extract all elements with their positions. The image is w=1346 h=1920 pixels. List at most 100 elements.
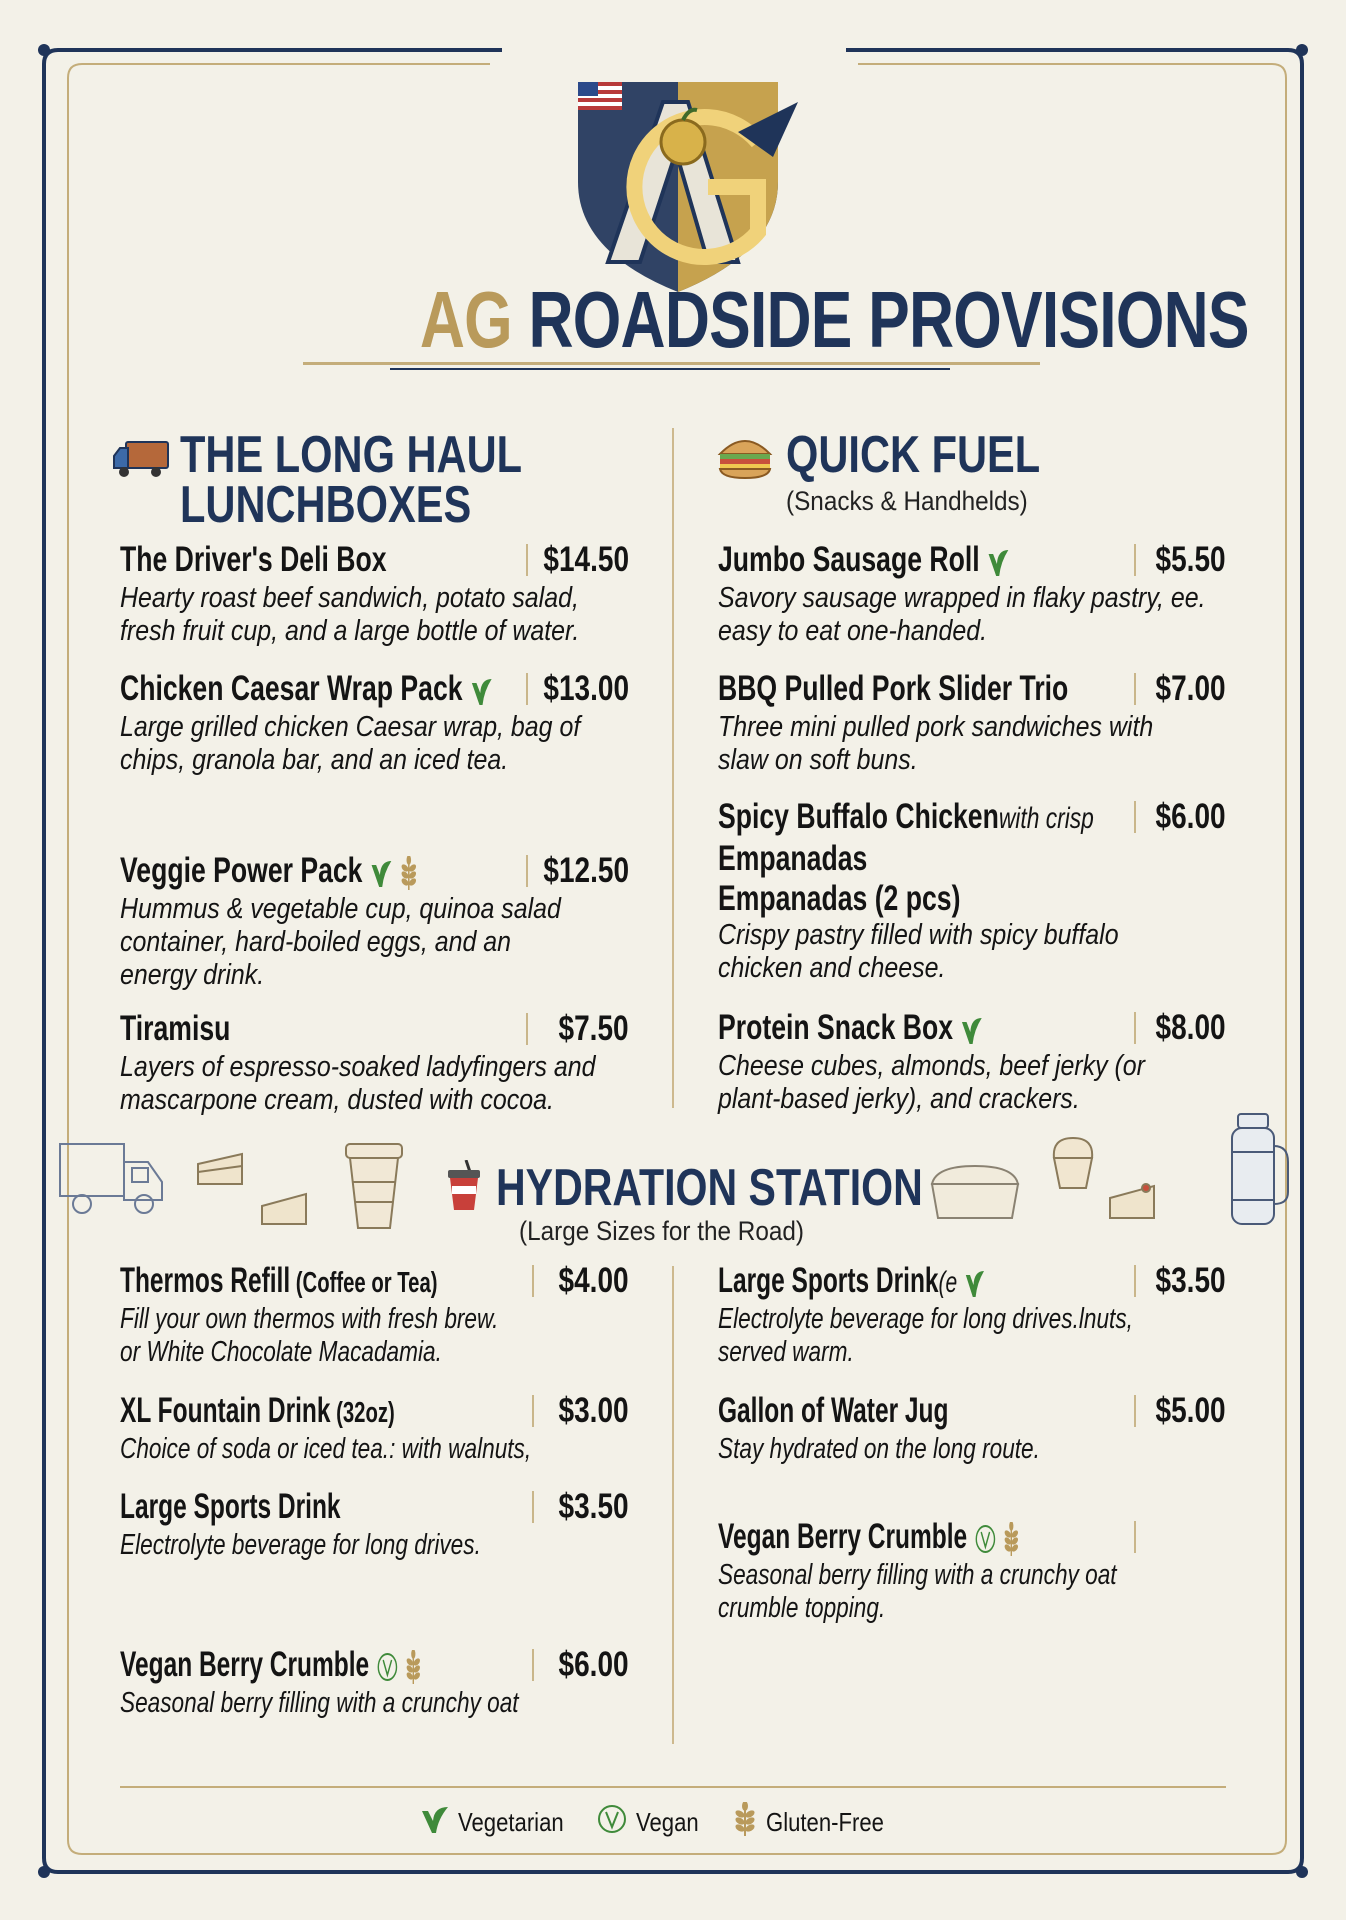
vegan-v-icon xyxy=(596,1803,628,1842)
description-line: chips, granola bar, and an iced tea. xyxy=(120,744,509,776)
truck-doodle-icon xyxy=(58,1138,166,1231)
section-title-hydration: HYDRATION STATION xyxy=(496,1159,923,1217)
menu-item: Jumbo Sausage Roll $5.50 Savory sausage wr… xyxy=(718,538,1226,648)
vegetarian-leaf-icon xyxy=(362,851,392,890)
item-name: The Driver's Deli Box xyxy=(120,540,387,579)
description-line: plant-based jerky), and crackers. xyxy=(718,1083,1080,1115)
price-separator xyxy=(1134,801,1136,833)
item-name: Vegan Berry Crumble xyxy=(718,1517,968,1556)
item-name-overlap-text: with crisp xyxy=(998,802,1094,835)
item-name-group: Vegan Berry Crumble xyxy=(718,1515,1019,1559)
item-price: $3.50 xyxy=(558,1487,629,1526)
description-line: Layers of espresso-soaked ladyfingers an… xyxy=(120,1051,596,1083)
item-description: Electrolyte beverage for long drives.lnu… xyxy=(718,1303,1226,1369)
item-name-group: Thermos Refill (Coffee or Tea) xyxy=(120,1259,438,1305)
section-subtitle-hydration: (Large Sizes for the Road) xyxy=(519,1216,805,1246)
item-name-row: Veggie Power Pack $12.50 xyxy=(120,849,629,893)
price-separator xyxy=(532,1265,534,1297)
item-price: $13.00 xyxy=(543,669,629,708)
item-name-row: Thermos Refill (Coffee or Tea) $4.00 xyxy=(120,1259,629,1303)
menu-item: Tiramisu $7.50 Layers of espresso-soaked l… xyxy=(120,1007,629,1117)
description-line: Hearty roast beef sandwich, potato salad… xyxy=(120,582,579,614)
item-description: Large grilled chicken Caesar wrap, bag o… xyxy=(120,711,629,777)
item-price: $6.00 xyxy=(1155,797,1226,836)
description-line: mascarpone cream, dusted with cocoa. xyxy=(120,1084,554,1116)
item-description: Seasonal berry filling with a crunchy oa… xyxy=(120,1687,629,1720)
item-name-continued: Empanadas xyxy=(718,839,868,878)
item-name: Large Sports Drink xyxy=(120,1487,341,1526)
menu-item: Veggie Power Pack $12.50 Hummus & vegetabl… xyxy=(120,849,629,992)
item-name-row: Vegan Berry Crumble $6.00 xyxy=(120,1643,629,1687)
ag-logo xyxy=(548,62,808,302)
item-name: Veggie Power Pack xyxy=(120,851,363,890)
item-name: Vegan Berry Crumble xyxy=(120,1645,370,1684)
description-line: Electrolyte beverage for long drives. xyxy=(120,1529,481,1561)
description-line: Three mini pulled pork sandwiches with xyxy=(718,711,1154,743)
vegetarian-leaf-icon xyxy=(957,1261,985,1300)
item-name-row: Protein Snack Box $8.00 xyxy=(718,1006,1226,1050)
item-name-group: Chicken Caesar Wrap Pack xyxy=(120,667,493,711)
item-name-group: Vegan Berry Crumble xyxy=(120,1643,421,1687)
section-title-long-haul-line2: LUNCHBOXES xyxy=(180,476,472,534)
item-name-continued: Empanadas (2 pcs) xyxy=(718,879,961,918)
gluten-free-wheat-icon xyxy=(997,1517,1019,1556)
cake-slice-doodle-icon xyxy=(1106,1180,1158,1229)
item-name-group: Large Sports Drink(e xyxy=(718,1259,985,1305)
title-main: ROADSIDE PROVISIONS xyxy=(528,275,1249,364)
price-separator xyxy=(526,673,528,705)
column-divider xyxy=(672,428,674,1108)
item-price: $7.00 xyxy=(1155,669,1226,708)
menu-item: Vegan Berry Crumble $6.00 Seasonal berry f… xyxy=(120,1643,629,1720)
item-size-note: (32oz) xyxy=(336,1397,395,1429)
item-name-row: The Driver's Deli Box $14.50 xyxy=(120,538,629,582)
item-description: Electrolyte beverage for long drives. xyxy=(120,1529,629,1562)
cake-slice-doodle-icon xyxy=(258,1190,310,1235)
item-name: Tiramisu xyxy=(120,1009,231,1048)
description-line: or White Chocolate Macadamia. xyxy=(120,1336,442,1368)
legend-gluten-free: Gluten-Free xyxy=(766,1806,885,1837)
restaurant-title: AG ROADSIDE PROVISIONS xyxy=(303,275,1250,365)
price-separator xyxy=(526,855,528,887)
item-name: Thermos Refill xyxy=(120,1261,291,1300)
item-price: $4.00 xyxy=(558,1261,629,1300)
footer-divider xyxy=(120,1786,1226,1788)
legend-vegan: Vegan xyxy=(636,1806,700,1837)
item-name-group: XL Fountain Drink (32oz) xyxy=(120,1389,395,1435)
item-description: Hummus & vegetable cup, quinoa salad cont… xyxy=(120,893,629,992)
item-name-row: Chicken Caesar Wrap Pack $13.00 xyxy=(120,667,629,711)
description-line: crumble topping. xyxy=(718,1592,886,1624)
item-name: BBQ Pulled Pork Slider Trio xyxy=(718,669,1069,708)
price-separator xyxy=(1134,673,1136,705)
item-name-group: The Driver's Deli Box xyxy=(120,538,387,582)
item-description: Fill your own thermos with fresh brew. or… xyxy=(120,1303,629,1369)
description-line: Crispy pastry filled with spicy buffalo xyxy=(718,919,1119,951)
vegetarian-leaf-icon xyxy=(953,1008,983,1047)
item-name-group: Jumbo Sausage Roll xyxy=(718,538,1010,582)
leaf-icon xyxy=(420,1803,450,1842)
menu-item: The Driver's Deli Box $14.50 Hearty roast … xyxy=(120,538,629,648)
item-name-group: Protein Snack Box xyxy=(718,1006,983,1050)
menu-item: BBQ Pulled Pork Slider Trio $7.00 Three mi… xyxy=(718,667,1226,777)
item-price: $3.00 xyxy=(558,1391,629,1430)
section-subtitle-quick-fuel: (Snacks & Handhelds) xyxy=(786,486,1028,516)
title-accent: AG xyxy=(419,275,513,364)
item-name-row: Spicy Buffalo Chickenwith crisp $6.00 xyxy=(718,795,1226,839)
item-price: $14.50 xyxy=(543,540,629,579)
title-underline-navy xyxy=(390,368,950,370)
item-price: $12.50 xyxy=(543,851,629,890)
description-line: Cheese cubes, almonds, beef jerky (or xyxy=(718,1050,1145,1082)
cupcake-doodle-icon xyxy=(1048,1132,1098,1197)
thermos-doodle-icon xyxy=(1222,1112,1290,1233)
menu-item: Spicy Buffalo Chickenwith crisp $6.00 Empa… xyxy=(718,795,1226,985)
title-underline xyxy=(303,362,1040,365)
column-divider-hydration xyxy=(672,1266,674,1744)
item-name-group: BBQ Pulled Pork Slider Trio xyxy=(718,667,1068,711)
description-line: Choice of soda or iced tea.: with walnut… xyxy=(120,1433,532,1465)
price-separator xyxy=(532,1491,534,1523)
price-separator xyxy=(526,1013,528,1045)
vegan-v-icon xyxy=(369,1645,398,1684)
price-separator xyxy=(532,1649,534,1681)
item-name-row: Vegan Berry Crumble xyxy=(718,1515,1226,1559)
price-separator xyxy=(1134,1395,1136,1427)
